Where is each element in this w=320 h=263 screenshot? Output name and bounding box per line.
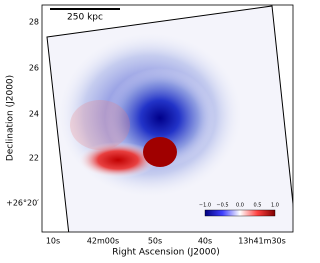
y-tick-label: 22 xyxy=(29,154,39,163)
x-ticks: 10s 42m00s 50s 40s 13h41m30s xyxy=(46,237,286,246)
red-haze xyxy=(70,100,130,150)
blue-core xyxy=(105,68,215,168)
colorbar-tick-label: −1.0 xyxy=(199,203,211,209)
colorbar-labels: −1.0 −0.5 0.0 0.5 1.0 xyxy=(199,203,279,209)
x-tick-label: 10s xyxy=(46,237,60,246)
y-axis-label: Declination (J2000) xyxy=(6,75,16,161)
sky-image: 250 kpc −1.0 −0.5 0.0 0.5 1.0 28 26 24 2… xyxy=(6,4,294,258)
y-ticks: 28 26 24 22 +26°20′ xyxy=(6,18,39,208)
x-tick-label: 13h41m30s xyxy=(238,237,286,246)
y-tick-label: +26°20′ xyxy=(6,199,39,208)
x-tick-label: 50s xyxy=(148,237,162,246)
y-tick-label: 28 xyxy=(29,18,39,27)
colorbar-tick-label: 0.5 xyxy=(254,203,262,209)
colorbar-tick-label: −0.5 xyxy=(216,203,228,209)
colorbar-tick-label: 1.0 xyxy=(271,203,279,209)
x-tick-label: 40s xyxy=(198,237,212,246)
x-tick-label: 42m00s xyxy=(87,237,119,246)
y-tick-label: 24 xyxy=(29,110,39,119)
x-axis-label: Right Ascension (J2000) xyxy=(112,248,219,258)
image-area xyxy=(46,5,293,232)
colorbar xyxy=(204,209,276,217)
scale-label: 250 kpc xyxy=(67,13,103,23)
y-tick-label: 26 xyxy=(29,64,39,73)
frame xyxy=(41,4,294,233)
red-tail xyxy=(78,142,158,178)
red-core xyxy=(143,137,177,167)
colorbar-tick-label: 0.0 xyxy=(236,203,244,209)
